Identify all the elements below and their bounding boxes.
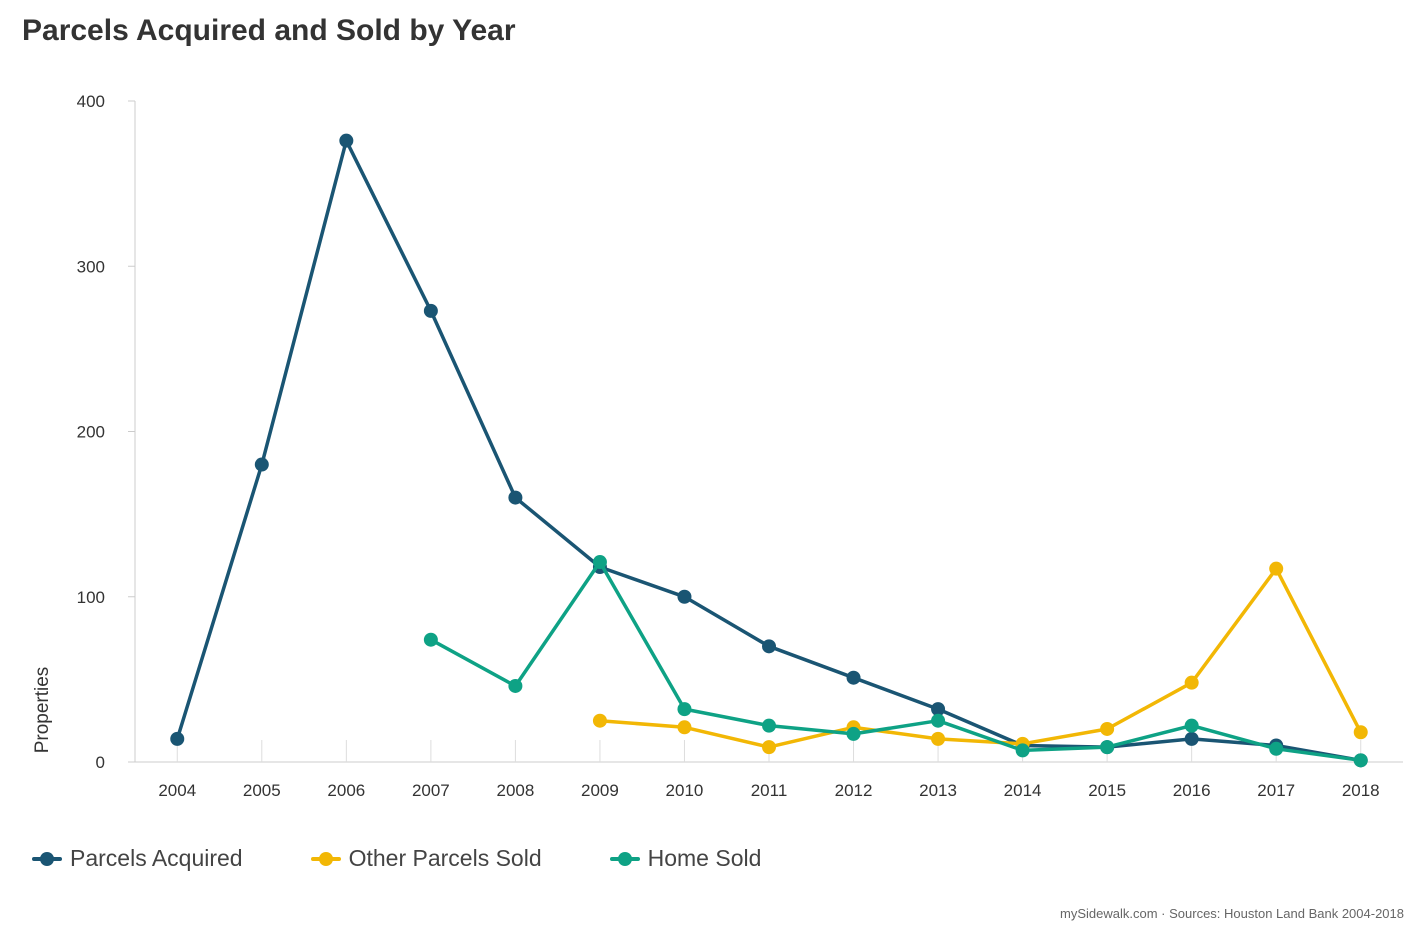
data-point-home-sold	[423, 632, 438, 647]
legend-item-other-parcels-sold[interactable]: Other Parcels Sold	[309, 845, 542, 872]
data-point-home-sold	[677, 702, 692, 717]
x-tick-label: 2016	[1173, 781, 1211, 800]
x-tick-label: 2012	[835, 781, 873, 800]
data-point-parcels-acquired	[677, 589, 692, 604]
y-tick-label: 300	[77, 257, 105, 276]
data-point-other-parcels-sold	[762, 740, 776, 755]
legend-label: Home Sold	[647, 845, 762, 871]
legend-marker-icon	[309, 851, 343, 866]
source-credit: mySidewalk.com · Sources: Houston Land B…	[1060, 906, 1404, 921]
x-tick-label: 2013	[919, 781, 957, 800]
legend-marker-icon	[30, 851, 64, 866]
y-tick-label: 400	[77, 92, 105, 111]
y-tick-label: 0	[96, 753, 105, 772]
x-tick-label: 2017	[1257, 781, 1295, 800]
series-line-other-parcels-sold	[598, 566, 1363, 749]
data-point-home-sold	[508, 678, 523, 693]
data-point-parcels-acquired	[1184, 731, 1199, 746]
x-tick-label: 2018	[1342, 781, 1380, 800]
legend-label: Other Parcels Sold	[348, 845, 542, 871]
data-point-parcels-acquired	[423, 303, 438, 318]
data-point-home-sold	[931, 713, 946, 728]
y-tick-label: 200	[77, 423, 105, 442]
x-tick-label: 2007	[412, 781, 450, 800]
data-point-parcels-acquired	[508, 490, 523, 505]
x-tick-label: 2009	[581, 781, 619, 800]
data-point-home-sold	[1353, 753, 1368, 768]
data-point-parcels-acquired	[170, 731, 185, 746]
x-tick-label: 2011	[751, 781, 788, 800]
legend-item-home-sold[interactable]: Home Sold	[608, 845, 762, 872]
legend: Parcels Acquired Other Parcels Sold Home…	[30, 845, 827, 872]
data-point-home-sold	[762, 718, 776, 733]
x-tick-label: 2014	[1004, 781, 1042, 800]
series-line-parcels-acquired	[175, 138, 1363, 763]
y-axis-title: Properties	[32, 667, 53, 754]
series-line-home-sold	[429, 560, 1363, 763]
data-point-other-parcels-sold	[592, 713, 607, 728]
data-point-other-parcels-sold	[1184, 675, 1199, 690]
data-point-parcels-acquired	[339, 133, 354, 148]
data-point-home-sold	[1269, 741, 1284, 756]
x-tick-label: 2010	[666, 781, 704, 800]
data-point-home-sold	[846, 726, 861, 741]
x-tick-label: 2015	[1088, 781, 1126, 800]
data-point-parcels-acquired	[762, 639, 776, 654]
data-point-home-sold	[1184, 718, 1199, 733]
data-point-other-parcels-sold	[1100, 721, 1115, 736]
x-tick-label: 2006	[327, 781, 365, 800]
legend-item-parcels-acquired[interactable]: Parcels Acquired	[30, 845, 243, 872]
legend-marker-icon	[608, 851, 642, 866]
data-point-parcels-acquired	[931, 702, 946, 717]
data-point-home-sold	[1015, 743, 1030, 758]
data-point-parcels-acquired	[254, 457, 269, 472]
x-tick-label: 2008	[496, 781, 534, 800]
data-point-other-parcels-sold	[677, 720, 692, 735]
data-point-parcels-acquired	[846, 670, 861, 685]
data-point-other-parcels-sold	[931, 731, 946, 746]
data-point-other-parcels-sold	[1269, 561, 1284, 576]
data-point-home-sold	[1100, 740, 1115, 755]
chart-title: Parcels Acquired and Sold by Year	[22, 14, 516, 47]
y-tick-label: 100	[77, 588, 105, 607]
data-point-home-sold	[592, 555, 607, 570]
x-tick-label: 2004	[158, 781, 196, 800]
data-point-other-parcels-sold	[1353, 725, 1368, 740]
x-tick-label: 2005	[243, 781, 281, 800]
legend-label: Parcels Acquired	[70, 845, 243, 871]
